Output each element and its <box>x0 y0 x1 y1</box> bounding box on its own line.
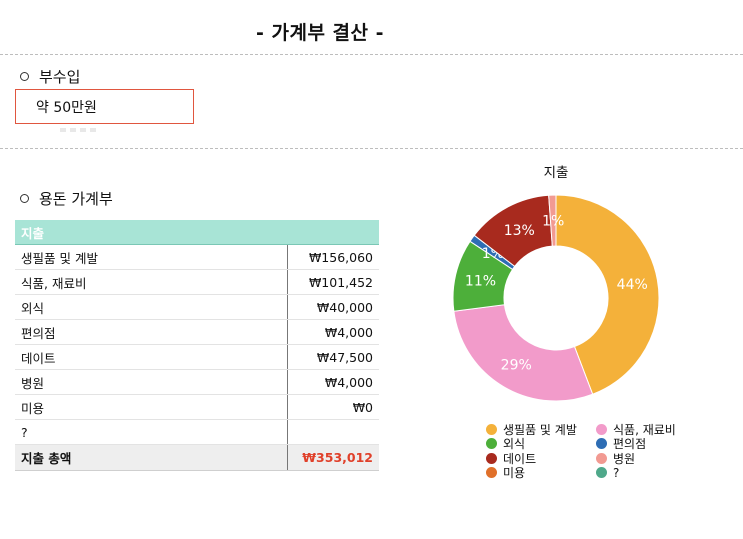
legend-dot-icon <box>596 467 607 479</box>
slice-label: 44% <box>617 277 648 293</box>
budget-heading-label: 용돈 가계부 <box>39 190 113 208</box>
table-row: 식품, 재료비 ₩101,452 <box>15 269 379 295</box>
amount-cell: ₩4,000 <box>287 369 379 395</box>
legend-label: 데이트 <box>503 451 537 466</box>
category-cell: 외식 <box>15 294 288 320</box>
budget-heading: 용돈 가계부 <box>20 188 113 209</box>
legend-item: 생필품 및 계발 <box>486 422 596 437</box>
amount-cell: ₩0 <box>287 394 379 420</box>
table-row: 병원 ₩4,000 <box>15 369 379 395</box>
table-row: 편의점 ₩4,000 <box>15 319 379 345</box>
legend-item: 식품, 재료비 <box>596 422 706 437</box>
slice-label: 11% <box>465 274 496 290</box>
amount-cell: ₩4,000 <box>287 319 379 345</box>
total-row: 지출 총액 ₩353,012 <box>15 444 379 471</box>
category-cell: 미용 <box>15 394 288 420</box>
slice-label: 1% <box>542 214 564 230</box>
donut-svg: 44%29%11%1%13%1% <box>452 194 660 402</box>
amount-cell <box>287 419 379 445</box>
legend-item: 편의점 <box>596 437 706 452</box>
legend-label: 병원 <box>613 451 636 466</box>
table-row: 데이트 ₩47,500 <box>15 344 379 370</box>
category-cell: 병원 <box>15 369 288 395</box>
circle-bullet-icon <box>20 194 29 203</box>
amount-cell: ₩101,452 <box>287 269 379 295</box>
category-cell: 식품, 재료비 <box>15 269 288 295</box>
category-cell: 데이트 <box>15 344 288 370</box>
legend-dot-icon <box>596 423 607 435</box>
total-amount: ₩353,012 <box>287 444 379 471</box>
legend-item: ? <box>596 466 706 481</box>
legend-item: 미용 <box>486 466 596 481</box>
table-header-cell: 지출 <box>15 220 379 245</box>
table-row: ? <box>15 419 379 445</box>
table-header-row: 지출 <box>15 220 379 245</box>
legend-dot-icon <box>486 452 497 464</box>
divider <box>0 148 743 149</box>
category-cell: 편의점 <box>15 319 288 345</box>
income-value-box: 약 50만원 <box>15 89 194 124</box>
pie-slice <box>453 304 594 402</box>
legend-label: 식품, 재료비 <box>613 422 676 437</box>
pie-slice <box>548 194 557 247</box>
category-cell: ? <box>15 419 288 445</box>
amount-cell: ₩47,500 <box>287 344 379 370</box>
divider <box>0 54 743 55</box>
legend-dot-icon <box>486 438 497 450</box>
legend-dot-icon <box>596 438 607 450</box>
amount-cell: ₩156,060 <box>287 244 379 270</box>
income-value: 약 50만원 <box>36 99 97 116</box>
table-row: 생필품 및 계발 ₩156,060 <box>15 244 379 270</box>
legend-label: 편의점 <box>613 437 647 452</box>
page-title: - 가계부 결산 - <box>255 22 385 44</box>
legend-label: 미용 <box>503 466 526 481</box>
legend-item: 데이트 <box>486 451 596 466</box>
chart-title: 지출 <box>543 165 569 181</box>
income-heading-label: 부수입 <box>39 68 81 86</box>
legend-item: 병원 <box>596 451 706 466</box>
expense-donut-chart: 지출 44% 29% 11% 1% 13% 1% <box>440 155 740 485</box>
slice-label: 29% <box>501 358 532 374</box>
amount-cell: ₩40,000 <box>287 294 379 320</box>
legend-dot-icon <box>486 467 497 479</box>
slice-label: 13% <box>504 223 535 239</box>
pie-slice <box>555 194 660 395</box>
circle-bullet-icon <box>20 72 29 81</box>
table-row: 미용 ₩0 <box>15 394 379 420</box>
legend-dot-icon <box>596 452 607 464</box>
table-row: 외식 ₩40,000 <box>15 294 379 320</box>
legend-item: 외식 <box>486 437 596 452</box>
legend-label: 외식 <box>503 437 526 452</box>
category-cell: 생필품 및 계발 <box>15 244 288 270</box>
income-heading: 부수입 <box>20 66 80 87</box>
expense-table: 지출 생필품 및 계발 ₩156,060 식품, 재료비 ₩101,452 외식… <box>15 220 379 471</box>
total-label: 지출 총액 <box>15 444 288 471</box>
faded-text-fragment <box>60 128 100 132</box>
legend-dot-icon <box>486 423 497 435</box>
legend-label: 생필품 및 계발 <box>503 422 577 437</box>
legend-label: ? <box>613 465 620 480</box>
